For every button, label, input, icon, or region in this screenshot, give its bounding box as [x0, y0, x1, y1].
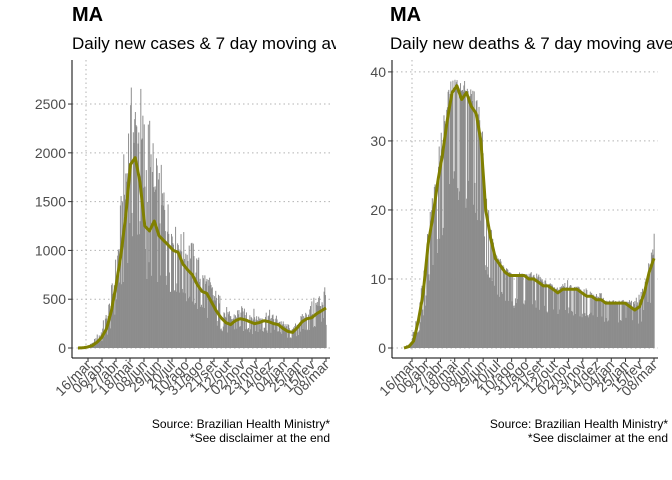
y-tick-label: 2500: [35, 96, 66, 112]
disclaimer-line: *See disclaimer at the end: [490, 431, 668, 445]
y-tick-label: 1000: [35, 242, 66, 258]
cases-source-note: Source: Brazilian Health Ministry* *See …: [152, 417, 330, 445]
deaths-source-note: Source: Brazilian Health Ministry* *See …: [490, 417, 668, 445]
cases-chart: 0500100015002000250016/mar06/abr27/abr18…: [0, 0, 336, 480]
disclaimer-line: *See disclaimer at the end: [152, 431, 330, 445]
cases-chart-subtitle: Daily new cases & 7 day moving average: [72, 34, 336, 54]
deaths-chart-title: MA: [390, 4, 421, 27]
daily-bar: [326, 325, 327, 348]
deaths-chart-panel: 0 10 20 30 40 16/mar 06/abr 27/abr 18/mai 08/jun 2…: [336, 0, 672, 480]
y-tick-label: 40: [370, 64, 386, 80]
y-tick-label: 20: [370, 202, 386, 218]
y-tick-label: 500: [43, 291, 67, 307]
source-line: Source: Brazilian Health Ministry*: [490, 417, 668, 431]
y-tick-label: 0: [58, 340, 66, 356]
source-line: Source: Brazilian Health Ministry*: [152, 417, 330, 431]
y-tick-label: 10: [370, 271, 386, 287]
cases-chart-panel: 0 500 1000 1500 2000 2500 16/mar 06/abr 27/abr 18…: [0, 0, 336, 480]
y-tick-label: 0: [378, 340, 386, 356]
y-tick-label: 2000: [35, 145, 66, 161]
y-tick-label: 1500: [35, 194, 66, 210]
deaths-chart-subtitle: Daily new deaths & 7 day moving average: [390, 34, 672, 54]
cases-chart-title: MA: [72, 4, 103, 27]
y-tick-label: 30: [370, 133, 386, 149]
daily-bar: [654, 234, 655, 348]
deaths-chart: 01020304016/mar06/abr27/abr18/mai08/jun2…: [336, 0, 672, 480]
